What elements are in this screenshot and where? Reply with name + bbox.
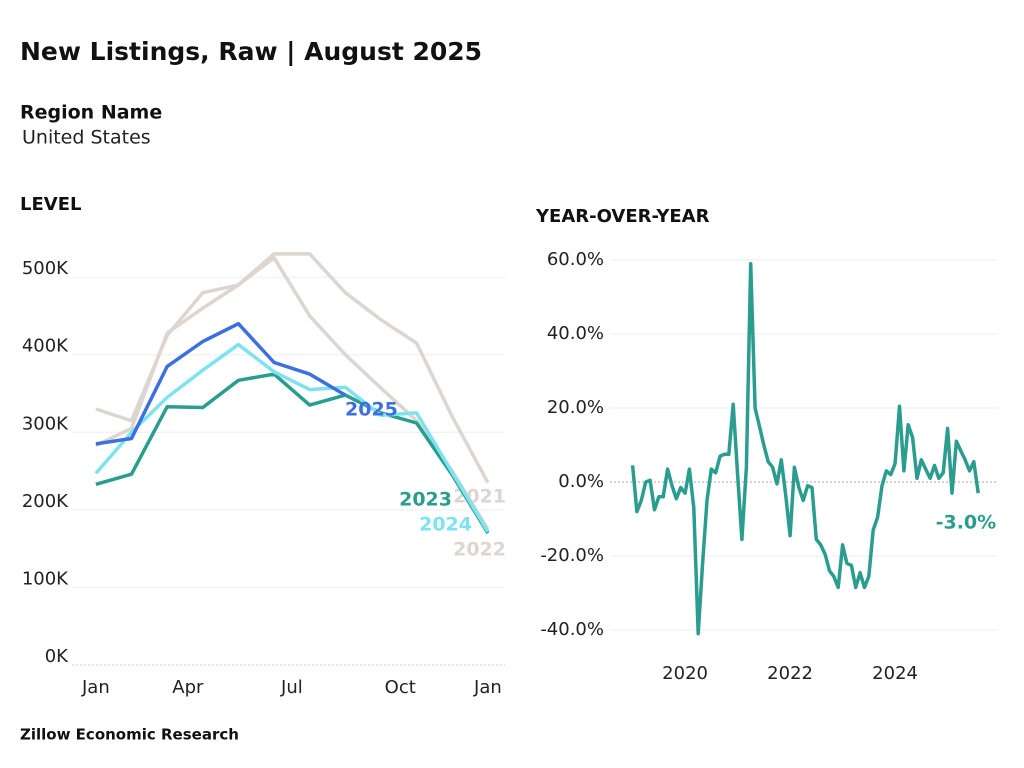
series-line <box>630 261 980 636</box>
y-tick-label: 60.0% <box>547 249 604 270</box>
series-line <box>95 321 347 446</box>
region-label: Region Name <box>20 102 162 124</box>
y-tick-label: -20.0% <box>540 545 604 566</box>
page-title: New Listings, Raw | August 2025 <box>20 37 482 66</box>
y-tick-label: 0.0% <box>558 471 604 492</box>
footer: Zillow Economic Research <box>20 726 239 744</box>
x-tick-label: 2024 <box>872 663 918 684</box>
series-end-label: 2024 <box>419 514 472 536</box>
series-line <box>94 342 490 533</box>
value-label: -3.0% <box>936 512 997 534</box>
region-value: United States <box>22 127 151 149</box>
x-tick-label: Jan <box>81 677 110 698</box>
y-tick-label: 200K <box>22 491 69 512</box>
series-end-label: 2025 <box>345 399 398 421</box>
y-tick-label: -40.0% <box>540 619 604 640</box>
x-tick-label: Apr <box>172 677 204 698</box>
series-end-label: 2022 <box>453 539 506 561</box>
x-tick-label: Jan <box>473 677 502 698</box>
x-tick-label: 2022 <box>767 663 813 684</box>
y-tick-label: 100K <box>22 568 69 589</box>
y-tick-label: 0K <box>45 646 69 667</box>
y-tick-label: 500K <box>22 258 69 279</box>
y-tick-label: 20.0% <box>547 397 604 418</box>
x-tick-label: Oct <box>385 677 416 698</box>
chart-title: YEAR-OVER-YEAR <box>535 206 710 227</box>
chart-title: LEVEL <box>20 194 81 215</box>
y-tick-label: 300K <box>22 413 69 434</box>
y-tick-label: 400K <box>22 336 69 357</box>
series-end-label: 2023 <box>399 489 452 511</box>
x-tick-label: Jul <box>280 677 303 698</box>
y-tick-label: 40.0% <box>547 323 604 344</box>
series-line <box>95 372 490 535</box>
x-tick-label: 2020 <box>662 663 708 684</box>
